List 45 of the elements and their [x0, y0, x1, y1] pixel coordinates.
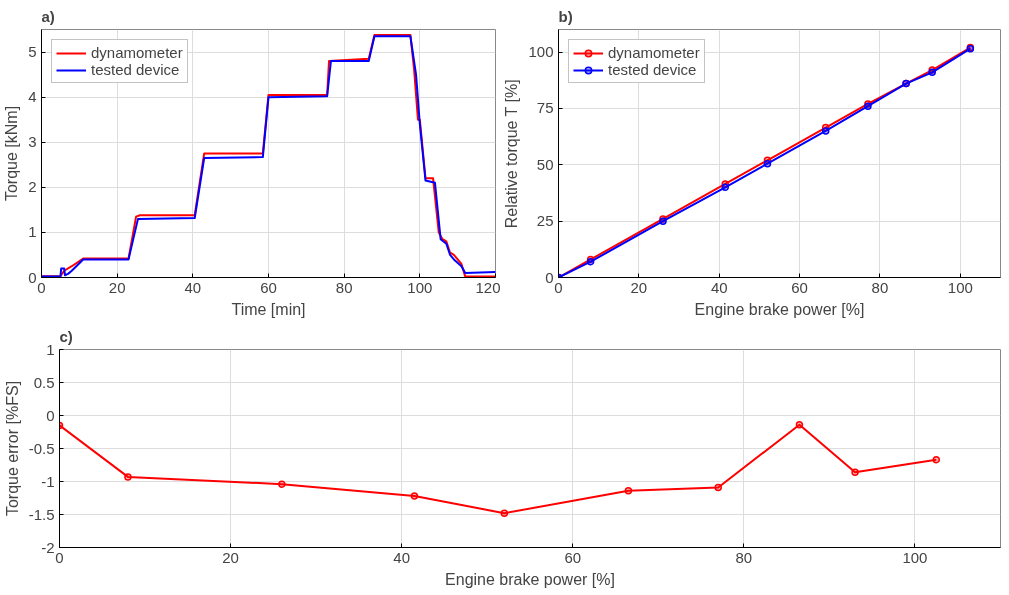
y-tick-label: -1.5 — [28, 505, 55, 523]
x-tick-label: 80 — [735, 548, 753, 566]
y-tick-label: 75 — [536, 99, 554, 117]
chart-title: a) — [41, 7, 55, 25]
x-tick-label: 20 — [630, 278, 648, 296]
y-tick-label: 0 — [46, 406, 55, 424]
x-tick-label: 80 — [871, 278, 889, 296]
y-tick-label: 2 — [28, 178, 37, 196]
y-axis-title: Torque [kNm] — [3, 105, 21, 202]
y-tick-label: 0.5 — [33, 373, 55, 391]
y-tick-label: 1 — [46, 340, 55, 358]
x-tick-label: 100 — [947, 278, 973, 296]
x-tick-label: 60 — [791, 278, 808, 296]
x-tick-label: 40 — [184, 278, 202, 296]
y-tick-label: 5 — [28, 43, 37, 61]
chart-title: b) — [558, 7, 573, 25]
x-tick-label: 60 — [564, 548, 582, 566]
legend-label: tested device — [91, 61, 180, 78]
x-tick-label: 100 — [407, 278, 433, 296]
y-tick-label: 100 — [528, 43, 554, 61]
x-tick-label: 20 — [108, 278, 126, 296]
x-tick-label: 20 — [222, 548, 239, 566]
y-tick-label: -1 — [41, 472, 55, 490]
legend-label: tested device — [608, 61, 697, 78]
y-axis-title: Torque error [%FS] — [3, 380, 21, 517]
x-tick-label: 40 — [393, 548, 411, 566]
x-tick-label: 100 — [902, 548, 928, 566]
y-tick-label: 1 — [28, 223, 37, 241]
x-axis-title: Engine brake power [%] — [694, 300, 865, 318]
y-axis-title: Relative torque T [%] — [503, 79, 521, 229]
y-tick-label: 3 — [28, 133, 37, 151]
chart-title: c) — [59, 327, 73, 345]
legend-label: dynamometer — [608, 44, 700, 61]
x-tick-label: 80 — [335, 278, 353, 296]
x-axis-title: Engine brake power [%] — [445, 570, 615, 588]
y-tick-label: 25 — [536, 212, 554, 230]
x-axis-title: Time [min] — [231, 300, 306, 318]
y-tick-label: 4 — [28, 88, 37, 106]
y-tick-label: 50 — [536, 155, 554, 173]
legend-label: dynamometer — [91, 44, 183, 61]
y-tick-label: -0.5 — [28, 439, 55, 457]
x-tick-label: 120 — [475, 278, 501, 296]
x-tick-label: 40 — [710, 278, 728, 296]
x-tick-label: 60 — [260, 278, 277, 296]
y-tick-label: -2 — [41, 538, 55, 556]
